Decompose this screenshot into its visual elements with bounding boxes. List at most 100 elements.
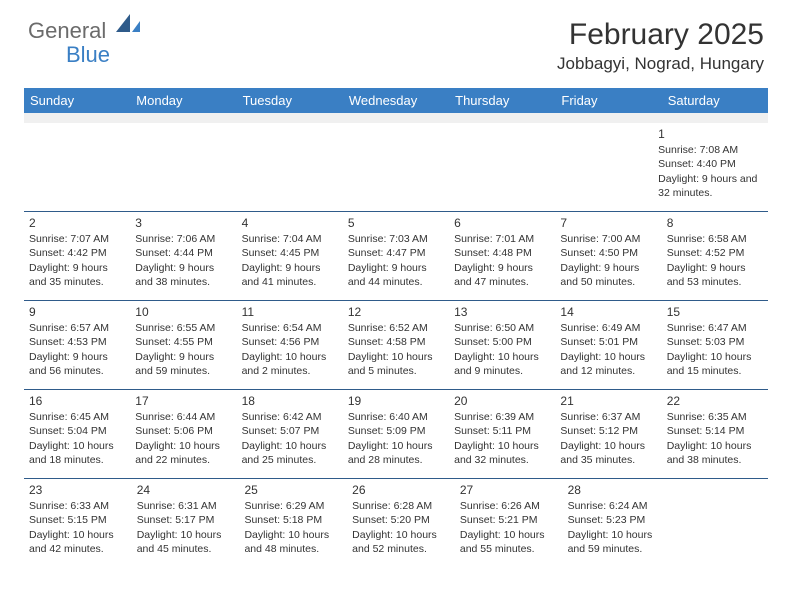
sunset-text: Sunset: 5:17 PM bbox=[137, 513, 235, 527]
title-block: February 2025 Jobbagyi, Nograd, Hungary bbox=[557, 18, 764, 74]
sunrise-text: Sunrise: 7:07 AM bbox=[29, 232, 125, 246]
day-number: 16 bbox=[29, 393, 125, 409]
sunrise-text: Sunrise: 6:55 AM bbox=[135, 321, 231, 335]
sunset-text: Sunset: 4:53 PM bbox=[29, 335, 125, 349]
sunrise-text: Sunrise: 6:39 AM bbox=[454, 410, 550, 424]
day-number: 28 bbox=[568, 482, 666, 498]
sunset-text: Sunset: 5:14 PM bbox=[667, 424, 763, 438]
daylight-text: Daylight: 10 hours and 32 minutes. bbox=[454, 439, 550, 467]
day-number: 8 bbox=[667, 215, 763, 231]
day-header: Wednesday bbox=[343, 88, 449, 113]
sunrise-text: Sunrise: 6:45 AM bbox=[29, 410, 125, 424]
empty-cell bbox=[670, 479, 768, 567]
day-number: 1 bbox=[658, 126, 763, 142]
day-cell: 17Sunrise: 6:44 AMSunset: 5:06 PMDayligh… bbox=[130, 390, 236, 478]
daylight-text: Daylight: 10 hours and 12 minutes. bbox=[560, 350, 656, 378]
sunset-text: Sunset: 4:55 PM bbox=[135, 335, 231, 349]
daylight-text: Daylight: 10 hours and 22 minutes. bbox=[135, 439, 231, 467]
sunset-text: Sunset: 4:40 PM bbox=[658, 157, 763, 171]
sunset-text: Sunset: 4:50 PM bbox=[560, 246, 656, 260]
sunrise-text: Sunrise: 6:52 AM bbox=[348, 321, 444, 335]
day-cell: 28Sunrise: 6:24 AMSunset: 5:23 PMDayligh… bbox=[563, 479, 671, 567]
week-row: 23Sunrise: 6:33 AMSunset: 5:15 PMDayligh… bbox=[24, 478, 768, 567]
day-number: 6 bbox=[454, 215, 550, 231]
day-number: 13 bbox=[454, 304, 550, 320]
sunrise-text: Sunrise: 7:03 AM bbox=[348, 232, 444, 246]
day-cell: 16Sunrise: 6:45 AMSunset: 5:04 PMDayligh… bbox=[24, 390, 130, 478]
sunset-text: Sunset: 5:09 PM bbox=[348, 424, 444, 438]
daylight-text: Daylight: 9 hours and 35 minutes. bbox=[29, 261, 125, 289]
day-cell: 22Sunrise: 6:35 AMSunset: 5:14 PMDayligh… bbox=[662, 390, 768, 478]
daylight-text: Daylight: 9 hours and 53 minutes. bbox=[667, 261, 763, 289]
sunrise-text: Sunrise: 6:57 AM bbox=[29, 321, 125, 335]
daylight-text: Daylight: 10 hours and 52 minutes. bbox=[352, 528, 450, 556]
day-cell: 5Sunrise: 7:03 AMSunset: 4:47 PMDaylight… bbox=[343, 212, 449, 300]
daylight-text: Daylight: 10 hours and 55 minutes. bbox=[460, 528, 558, 556]
sunrise-text: Sunrise: 6:50 AM bbox=[454, 321, 550, 335]
sunrise-text: Sunrise: 7:06 AM bbox=[135, 232, 231, 246]
day-cell: 20Sunrise: 6:39 AMSunset: 5:11 PMDayligh… bbox=[449, 390, 555, 478]
day-number: 3 bbox=[135, 215, 231, 231]
day-number: 11 bbox=[242, 304, 338, 320]
day-number: 26 bbox=[352, 482, 450, 498]
sunrise-text: Sunrise: 6:54 AM bbox=[242, 321, 338, 335]
week-row: 2Sunrise: 7:07 AMSunset: 4:42 PMDaylight… bbox=[24, 211, 768, 300]
sunrise-text: Sunrise: 6:47 AM bbox=[667, 321, 763, 335]
day-cell: 2Sunrise: 7:07 AMSunset: 4:42 PMDaylight… bbox=[24, 212, 130, 300]
day-number: 24 bbox=[137, 482, 235, 498]
daylight-text: Daylight: 10 hours and 15 minutes. bbox=[667, 350, 763, 378]
daylight-text: Daylight: 10 hours and 2 minutes. bbox=[242, 350, 338, 378]
week-row: 9Sunrise: 6:57 AMSunset: 4:53 PMDaylight… bbox=[24, 300, 768, 389]
daylight-text: Daylight: 9 hours and 41 minutes. bbox=[242, 261, 338, 289]
daylight-text: Daylight: 9 hours and 56 minutes. bbox=[29, 350, 125, 378]
sunset-text: Sunset: 5:18 PM bbox=[244, 513, 342, 527]
day-cell: 18Sunrise: 6:42 AMSunset: 5:07 PMDayligh… bbox=[237, 390, 343, 478]
sunset-text: Sunset: 5:11 PM bbox=[454, 424, 550, 438]
day-header: Thursday bbox=[449, 88, 555, 113]
daylight-text: Daylight: 10 hours and 42 minutes. bbox=[29, 528, 127, 556]
sunset-text: Sunset: 4:56 PM bbox=[242, 335, 338, 349]
day-cell: 19Sunrise: 6:40 AMSunset: 5:09 PMDayligh… bbox=[343, 390, 449, 478]
sunset-text: Sunset: 5:15 PM bbox=[29, 513, 127, 527]
day-cell: 7Sunrise: 7:00 AMSunset: 4:50 PMDaylight… bbox=[555, 212, 661, 300]
day-header: Monday bbox=[130, 88, 236, 113]
empty-cell bbox=[129, 123, 234, 211]
logo-text-blue: Blue bbox=[66, 42, 110, 68]
sunrise-text: Sunrise: 6:40 AM bbox=[348, 410, 444, 424]
daylight-text: Daylight: 9 hours and 38 minutes. bbox=[135, 261, 231, 289]
sunrise-text: Sunrise: 6:42 AM bbox=[242, 410, 338, 424]
day-number: 27 bbox=[460, 482, 558, 498]
daylight-text: Daylight: 10 hours and 18 minutes. bbox=[29, 439, 125, 467]
day-cell: 14Sunrise: 6:49 AMSunset: 5:01 PMDayligh… bbox=[555, 301, 661, 389]
sunset-text: Sunset: 5:12 PM bbox=[560, 424, 656, 438]
sunrise-text: Sunrise: 6:49 AM bbox=[560, 321, 656, 335]
empty-cell bbox=[443, 123, 548, 211]
sunrise-text: Sunrise: 6:24 AM bbox=[568, 499, 666, 513]
daylight-text: Daylight: 10 hours and 59 minutes. bbox=[568, 528, 666, 556]
logo-text-general: General bbox=[28, 18, 106, 44]
empty-cell bbox=[548, 123, 653, 211]
daylight-text: Daylight: 10 hours and 35 minutes. bbox=[560, 439, 656, 467]
calendar: SundayMondayTuesdayWednesdayThursdayFrid… bbox=[24, 88, 768, 567]
day-header: Tuesday bbox=[237, 88, 343, 113]
day-number: 22 bbox=[667, 393, 763, 409]
daylight-text: Daylight: 9 hours and 32 minutes. bbox=[658, 172, 763, 200]
day-cell: 6Sunrise: 7:01 AMSunset: 4:48 PMDaylight… bbox=[449, 212, 555, 300]
sunrise-text: Sunrise: 6:44 AM bbox=[135, 410, 231, 424]
sunrise-text: Sunrise: 7:04 AM bbox=[242, 232, 338, 246]
day-cell: 23Sunrise: 6:33 AMSunset: 5:15 PMDayligh… bbox=[24, 479, 132, 567]
day-header: Sunday bbox=[24, 88, 130, 113]
empty-cell bbox=[24, 123, 129, 211]
sunrise-text: Sunrise: 6:35 AM bbox=[667, 410, 763, 424]
day-cell: 21Sunrise: 6:37 AMSunset: 5:12 PMDayligh… bbox=[555, 390, 661, 478]
daylight-text: Daylight: 9 hours and 59 minutes. bbox=[135, 350, 231, 378]
sunrise-text: Sunrise: 6:28 AM bbox=[352, 499, 450, 513]
logo: General Blue bbox=[28, 18, 110, 68]
sunset-text: Sunset: 5:20 PM bbox=[352, 513, 450, 527]
daylight-text: Daylight: 10 hours and 25 minutes. bbox=[242, 439, 338, 467]
day-cell: 1Sunrise: 7:08 AMSunset: 4:40 PMDaylight… bbox=[653, 123, 768, 211]
day-number: 18 bbox=[242, 393, 338, 409]
day-number: 10 bbox=[135, 304, 231, 320]
day-number: 4 bbox=[242, 215, 338, 231]
spacer-row bbox=[24, 113, 768, 123]
